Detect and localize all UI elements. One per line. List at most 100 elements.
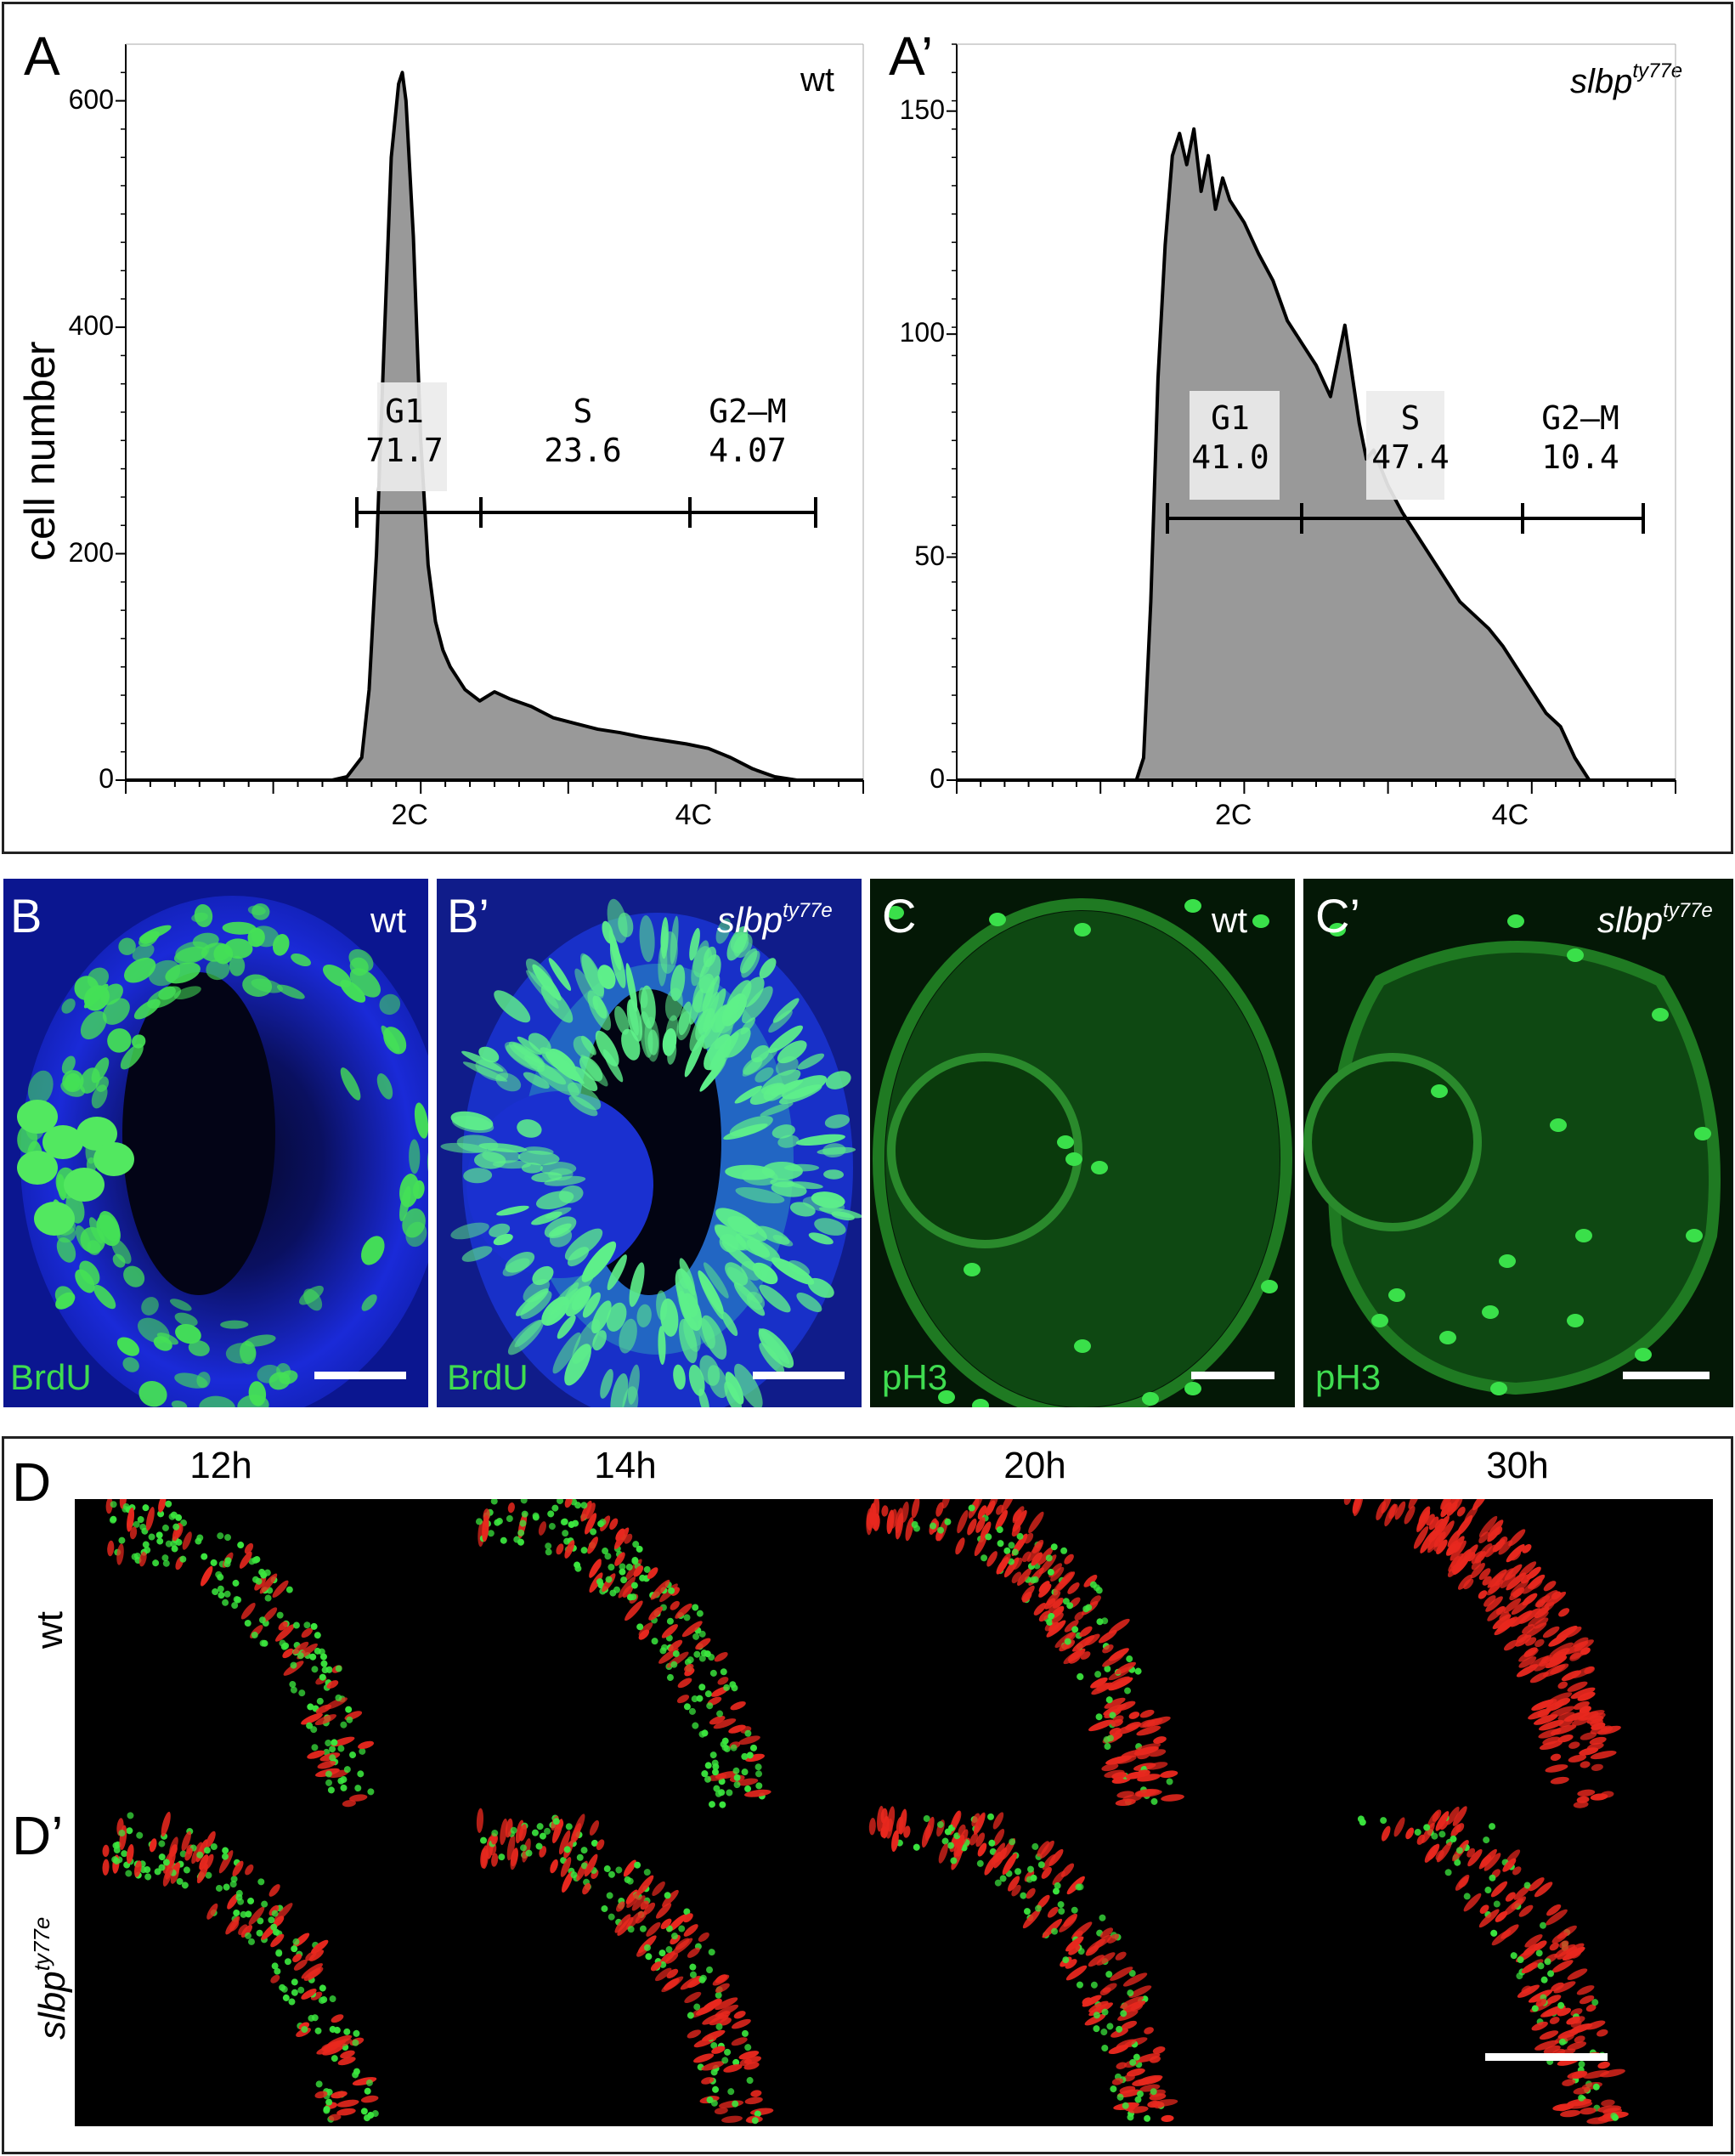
somite-cell — [144, 1873, 152, 1881]
somite-cell — [1150, 1797, 1158, 1805]
somite-cell — [314, 2091, 328, 2099]
somite-cell — [272, 1580, 289, 1599]
somite-cell — [692, 1722, 699, 1729]
somite-cell — [240, 1910, 247, 1918]
somite-cell — [244, 1542, 254, 1554]
somite-cell — [336, 2108, 356, 2116]
somite-cell — [1404, 1506, 1416, 1525]
somite-cell — [1011, 1571, 1022, 1584]
somite-cell — [325, 1739, 332, 1746]
somite-cell — [240, 1603, 256, 1620]
somite-cell — [1557, 2029, 1580, 2040]
panel-label-b: B — [10, 889, 42, 942]
somite-cell — [521, 1510, 528, 1518]
somite-cell — [585, 1513, 597, 1535]
somite-cell — [1440, 1499, 1454, 1510]
somite-cell — [231, 1602, 239, 1610]
somite-cell — [1558, 2038, 1566, 2046]
somite-cell — [666, 1968, 679, 1979]
somite-cell — [1484, 1595, 1496, 1607]
somite-cell — [701, 2077, 715, 2085]
somite-cell — [704, 1775, 712, 1783]
somite-cell — [126, 1827, 133, 1835]
somite-cell — [1566, 2016, 1580, 2025]
somite-cell — [605, 1576, 613, 1583]
somite-cell — [352, 2077, 377, 2086]
ph3-nucleus — [1184, 899, 1201, 913]
somite-cell — [1493, 1526, 1503, 1536]
somite-cell — [263, 1607, 278, 1622]
somite-cell — [1590, 1750, 1617, 1760]
somite-cell — [290, 1661, 297, 1669]
somite-cell — [1120, 2010, 1127, 2017]
somite-cell — [683, 1703, 691, 1711]
somite-cell — [589, 1559, 602, 1578]
brdu-nucleus — [571, 1287, 591, 1310]
somite-cell — [308, 2014, 315, 2022]
brdu-nucleus — [257, 1364, 281, 1384]
somite-cell — [1478, 1515, 1498, 1537]
somite-cell — [336, 2099, 359, 2108]
somite-cell — [1077, 1883, 1084, 1891]
somite-cell — [587, 1536, 598, 1554]
somite-cell — [670, 1600, 680, 1610]
brdu-nuclei-b-prime — [440, 898, 862, 1407]
brdu-lens-cell — [93, 1142, 134, 1176]
somite-cell — [331, 2055, 338, 2063]
brdu-nucleus — [660, 1298, 679, 1337]
somite-cell — [500, 1818, 508, 1846]
somite-cell — [1099, 1914, 1106, 1921]
brdu-nucleus — [579, 1055, 603, 1082]
brdu-nucleus — [102, 998, 130, 1025]
embryo-wt-30h — [1343, 1499, 1621, 1808]
somite-cell — [1499, 1616, 1518, 1632]
somite-cell — [1045, 1554, 1053, 1562]
somite-cell — [1393, 1817, 1405, 1837]
somite-cell — [1357, 1815, 1365, 1823]
somite-cell — [1101, 1763, 1119, 1772]
somite-cell — [318, 1996, 325, 2004]
somite-cell — [727, 2088, 735, 2096]
somite-cell — [609, 1589, 617, 1597]
somite-cell — [606, 1892, 613, 1899]
somite-cell — [1024, 1908, 1031, 1916]
brdu-nucleus — [673, 1364, 686, 1390]
somite-cell — [749, 2108, 774, 2116]
somite-cell — [245, 1932, 252, 1939]
somite-cell — [589, 1572, 603, 1593]
somite-cell — [980, 1521, 992, 1540]
somite-cell — [1446, 1806, 1460, 1825]
somite-cell — [580, 1862, 588, 1870]
somite-cell — [308, 1949, 325, 1961]
somite-cell — [668, 1587, 675, 1594]
somite-cell — [1130, 2003, 1144, 2012]
brdu-nucleus — [75, 1225, 91, 1252]
brdu-nucleus — [557, 1315, 576, 1339]
somite-cell — [301, 1627, 314, 1638]
brdu-nucleus — [763, 1084, 786, 1101]
y-tick-label: 200 — [68, 536, 114, 568]
brdu-nucleus — [572, 1319, 601, 1364]
somite-cell — [552, 1818, 560, 1825]
somite-cell — [1522, 1580, 1539, 1594]
somite-cell — [257, 1878, 265, 1886]
brdu-nucleus — [614, 1005, 630, 1035]
somite-cell — [1051, 1612, 1064, 1624]
somite-cell — [270, 1974, 280, 1983]
somite-cell — [500, 1536, 507, 1544]
brdu-nucleus — [703, 1262, 729, 1299]
somite-cell — [1610, 2112, 1618, 2119]
somite-cell — [538, 1521, 546, 1536]
somite-cell — [1048, 1621, 1065, 1636]
somite-cell — [715, 1997, 738, 2011]
somite-cell — [1562, 1946, 1585, 1961]
somite-cell — [614, 1552, 625, 1566]
somite-cell — [1126, 1655, 1133, 1663]
ph3-nucleus — [1439, 1331, 1456, 1344]
histogram-frame — [2, 2, 1733, 854]
somite-cell — [944, 1518, 952, 1525]
somite-cell — [1544, 1958, 1551, 1966]
somite-cell — [1115, 1951, 1127, 1961]
somite-cell — [1579, 1706, 1591, 1714]
brdu-lens-cell — [17, 1100, 58, 1134]
